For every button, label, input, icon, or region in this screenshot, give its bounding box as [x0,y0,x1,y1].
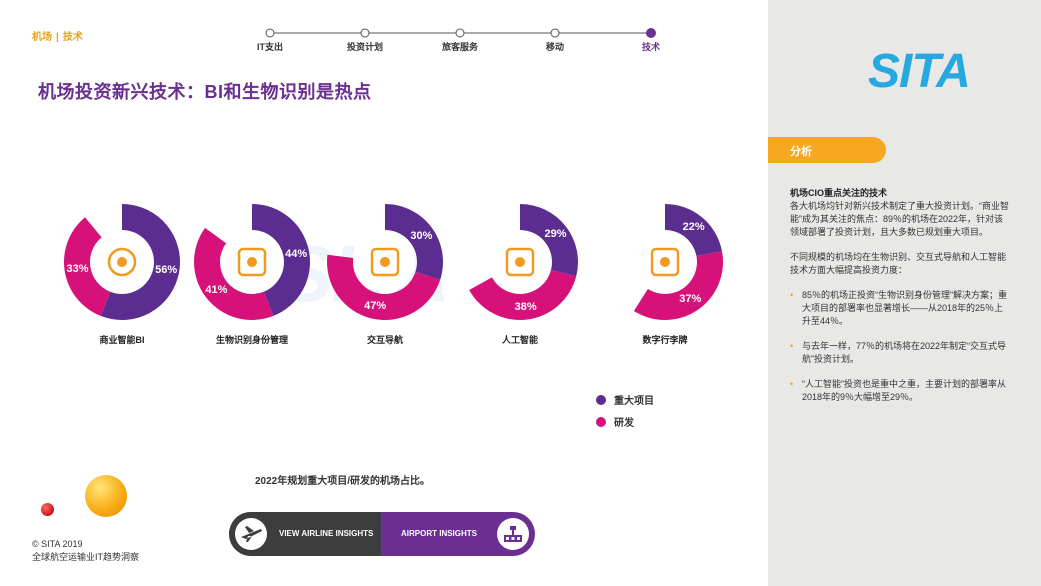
ai-circuit-icon [505,247,535,277]
step-label-it-spend[interactable]: IT支出 [257,42,283,52]
step-label-investment[interactable]: 投资计划 [346,42,384,52]
airline-icon-circle[interactable] [229,512,273,556]
bullet-marker: • [790,290,794,300]
donut-rnd-arc [193,227,274,320]
bullet-marker: • [790,341,794,351]
airline-icon-bg [235,518,267,550]
rfid-tag-icon [650,247,680,277]
analysis-paragraph-1: 各大机场均针对新兴技术制定了重大投资计划。“商业智能”成为其关注的焦点：89％的… [790,201,1009,237]
step-label-tech[interactable]: 技术 [641,42,661,52]
donut-svg [64,204,723,321]
legend-item-major: 重大项目 [596,392,654,407]
legend-swatch-major [596,394,606,405]
step-label-mobile[interactable]: 移动 [545,42,565,52]
analysis-tab[interactable]: 分析 [768,137,886,163]
footer: © SITA 2019 全球航空运输业IT趋势洞察 [32,538,139,564]
analysis-paragraph-2: 不同规模的机场均在生物识别、交互式导航和人工智能技术方面大幅提高投资力度： [790,252,1007,275]
donut-rnd-arc [469,269,577,320]
donut-major-arc [100,204,180,320]
analysis-sidebar [768,0,1041,586]
analysis-text: 机场CIO重点关注的技术 各大机场均针对新兴技术制定了重大投资计划。“商业智能”… [790,187,1012,416]
breadcrumb: 机场 | 技术 [32,28,83,43]
legend-item-rnd: 研发 [596,414,654,429]
chart-caption: 2022年规划重大项目/研发的机场占比。 [255,476,431,487]
step-dot-4[interactable] [550,28,560,38]
section-stepper: IT支出 投资计划 旅客服务 移动 技术 [257,26,665,56]
analysis-heading: 机场CIO重点关注的技术 [790,188,888,198]
airport-icon-bg [497,518,529,550]
step-dot-3[interactable] [455,28,465,38]
donut-rnd-arc [326,254,441,321]
legend-swatch-rnd [596,416,606,427]
donut-rnd-arc [633,251,723,320]
footer-subtitle: 全球航空运输业IT趋势洞察 [32,552,139,562]
donut-label-rnd: 33% [66,263,89,276]
donut-category-label: 人工智能 [501,335,539,345]
donut-category-label: 数字行李牌 [642,335,688,345]
analysis-tab-label: 分析 [790,146,812,158]
donut-major-arc [665,204,722,257]
airline-insights-label[interactable]: VIEW AIRLINE INSIGHTS [279,529,374,538]
donut-label-rnd: 47% [364,299,387,312]
donut-category-label: 交互导航 [366,335,404,345]
legend-label-major: 重大项目 [614,396,654,407]
bullet-text: 与去年一样，77％的机场将在2022年制定“交互式导航”投资计划。 [802,341,1007,364]
face-id-icon [237,247,267,277]
donut-label-major: 22% [682,221,705,234]
donut-label-major: 29% [544,228,567,241]
breadcrumb-separator: | [56,32,59,43]
donut-major-arc [385,204,444,280]
chart-legend: 重大项目 研发 [596,392,654,436]
airport-tower-icon [504,526,522,542]
donut-label-rnd: 41% [205,283,228,296]
step-dot-1[interactable] [265,28,275,38]
donut-category-label: 生物识别身份管理 [215,335,289,345]
donut-major-arc [252,204,310,316]
decorative-orange-orb [85,475,127,517]
page-title: 机场投资新兴技术：BI和生物识别是热点 [38,82,372,102]
analysis-bullets: • 85％的机场正投资“生物识别身份管理”解决方案；重大项目的部署率也显著增长——… [790,289,1012,404]
donut-rnd-arc [64,217,111,316]
donut-major-arc [520,204,578,277]
insights-nav: VIEW AIRLINE INSIGHTS AIRPORT INSIGHTS [229,512,535,556]
airport-icon-circle[interactable] [491,512,535,556]
donut-label-major: 56% [155,264,178,277]
phone-map-icon [370,247,400,277]
step-label-passenger[interactable]: 旅客服务 [441,42,479,52]
donut-label-rnd: 38% [514,300,537,313]
analysis-bullet: • 与去年一样，77％的机场将在2022年制定“交互式导航”投资计划。 [790,340,1012,366]
bullet-text: 85％的机场正投资“生物识别身份管理”解决方案；重大项目的部署率也显著增长——从… [802,290,1008,326]
step-dot-2[interactable] [360,28,370,38]
analysis-bullet: • “人工智能”投资也是重中之重，主要计划的部署率从2018年的9％大幅增至29％… [790,378,1012,404]
airplane-icon [241,526,262,542]
analysis-bullet: • 85％的机场正投资“生物识别身份管理”解决方案；重大项目的部署率也显著增长——… [790,289,1012,328]
sita-logo: SITA [868,45,971,98]
donut-label-rnd: 37% [679,293,702,306]
breadcrumb-current: 技术 [62,32,83,43]
decorative-red-orb [41,503,54,516]
stepper-track [265,28,656,38]
brain-icon [107,247,137,277]
step-dot-5-active[interactable] [646,28,656,38]
donut-label-major: 30% [410,229,433,242]
airport-insights-label[interactable]: AIRPORT INSIGHTS [401,529,478,538]
legend-label-rnd: 研发 [614,418,634,429]
donut-category-label: 商业智能BI [99,335,145,345]
bullet-marker: • [790,379,794,389]
copyright: © SITA 2019 [32,539,83,549]
donut-label-major: 44% [285,247,308,260]
bullet-text: “人工智能”投资也是重中之重，主要计划的部署率从2018年的9％大幅增至29％。 [802,379,1006,402]
breadcrumb-section[interactable]: 机场 [32,32,52,43]
